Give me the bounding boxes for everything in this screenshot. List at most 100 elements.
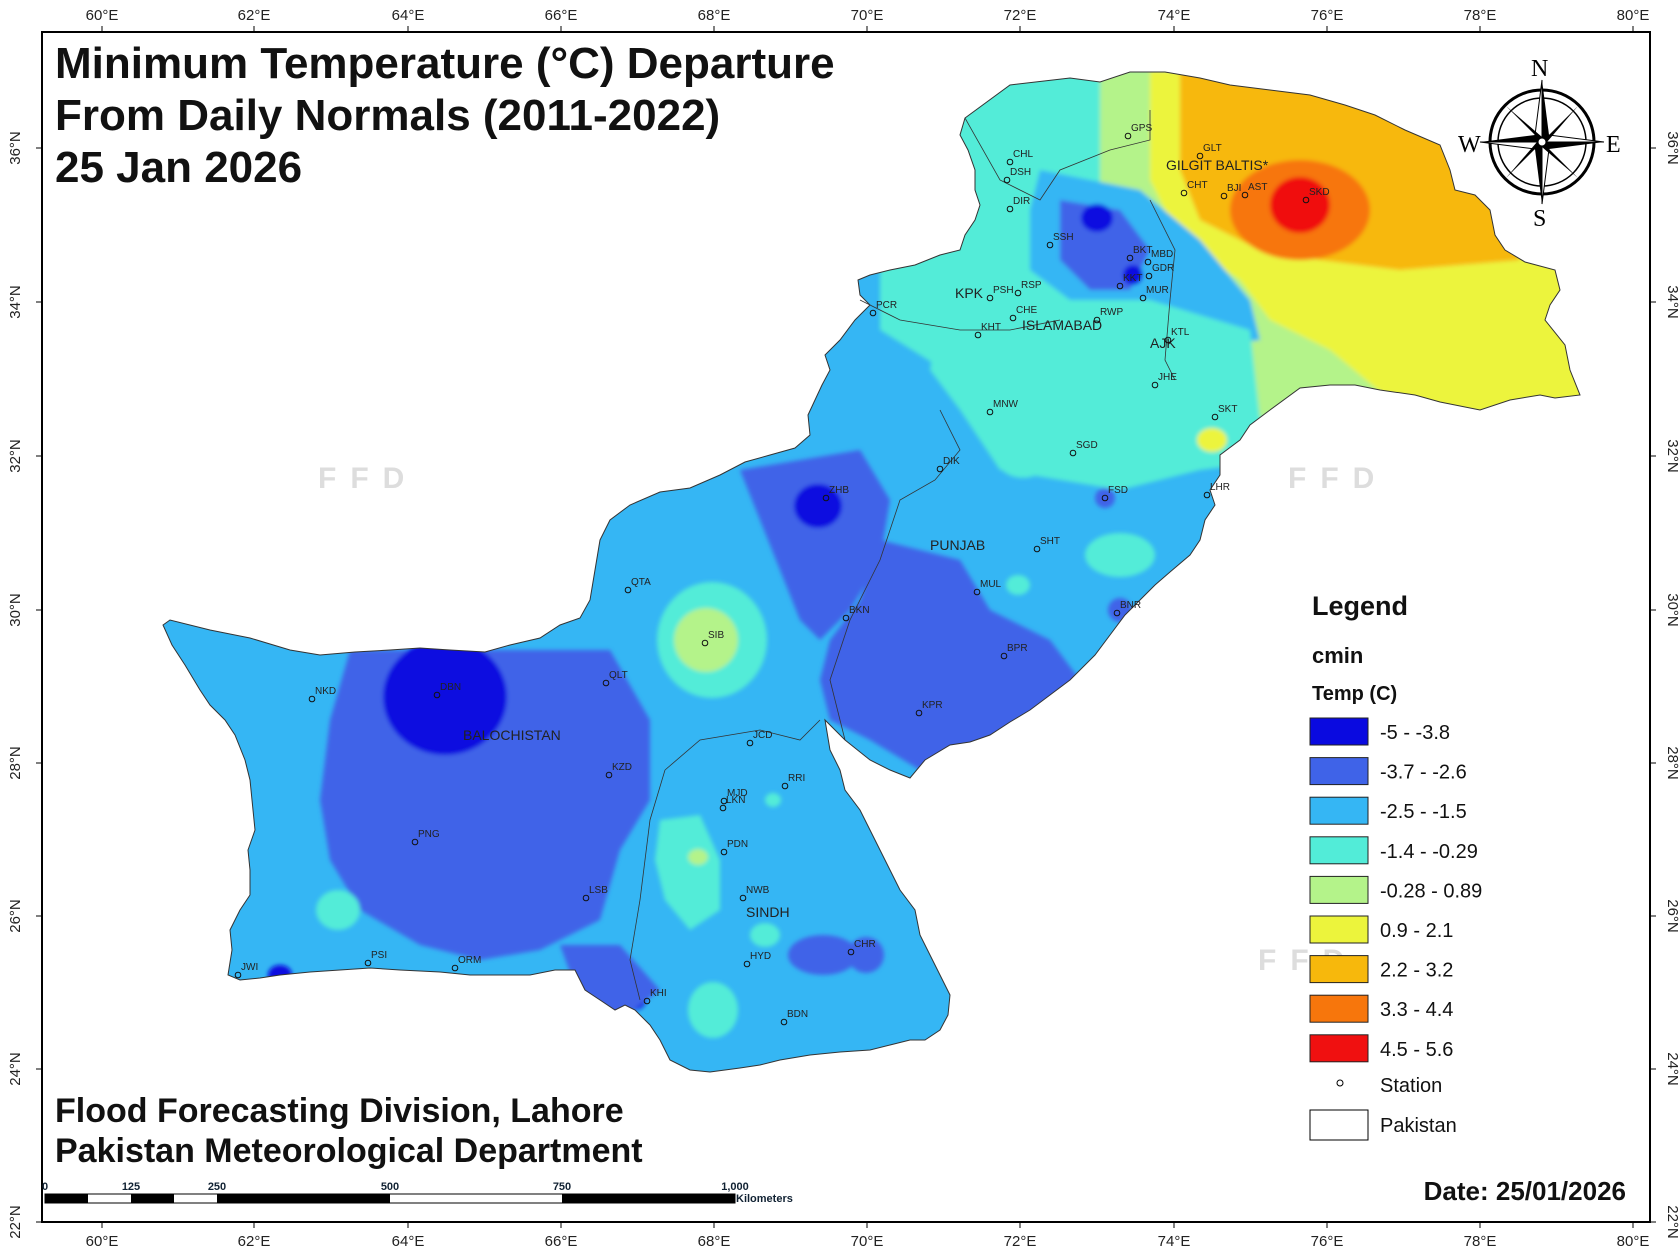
station-label: PSI xyxy=(371,950,387,961)
legend-swatch xyxy=(1309,915,1369,944)
station-marker xyxy=(1180,189,1188,197)
region-label-kpk: KPK xyxy=(955,285,984,301)
station-marker xyxy=(1139,294,1147,302)
lon-tick-label: 68°E xyxy=(698,7,731,24)
station-marker xyxy=(915,709,923,717)
station-label: BPR xyxy=(1007,643,1028,654)
station-marker xyxy=(746,739,754,747)
lat-tick-label: 28°N xyxy=(7,746,24,780)
station-marker xyxy=(1302,196,1310,204)
credit-line1: Flood Forecasting Division, Lahore xyxy=(55,1092,624,1130)
lat-tick-label: 36°N xyxy=(7,131,24,165)
station-label: DIK xyxy=(943,456,960,467)
station-marker xyxy=(1101,494,1109,502)
station-label: NWB xyxy=(746,885,770,896)
station-marker xyxy=(986,294,994,302)
longitude-labels-bottom: 60°E 62°E 64°E 66°E 68°E 70°E 72°E 74°E 76°E 78°E… xyxy=(86,1222,1650,1250)
lon-tick-label: 62°E xyxy=(238,1233,271,1250)
station-marker xyxy=(624,586,632,594)
station-marker xyxy=(847,948,855,956)
station-label: MUL xyxy=(980,579,1002,590)
lat-tick-label: 22°N xyxy=(7,1205,24,1239)
legend-class-label: -2.5 - -1.5 xyxy=(1380,801,1467,823)
lat-tick-label: 30°N xyxy=(7,593,24,627)
station-label: HYD xyxy=(750,951,771,962)
station-label: JWI xyxy=(241,962,258,973)
legend-swatch xyxy=(1309,875,1369,904)
station-label: KZD xyxy=(612,762,632,773)
station-label: CHE xyxy=(1016,305,1037,316)
station-marker xyxy=(1241,191,1249,199)
station-marker xyxy=(1126,254,1134,262)
station-marker xyxy=(605,771,613,779)
legend-station-label: Station xyxy=(1380,1075,1442,1097)
station-label: SKT xyxy=(1218,404,1237,415)
station-marker xyxy=(739,894,747,902)
station-marker xyxy=(869,309,877,317)
compass-north-label: N xyxy=(1531,56,1548,82)
station-label: BKN xyxy=(849,605,870,616)
station-label: MBD xyxy=(1151,249,1173,260)
station-marker xyxy=(1164,336,1172,344)
station-label: SGD xyxy=(1076,440,1098,451)
station-marker xyxy=(1151,381,1159,389)
north-arrow-icon xyxy=(1479,79,1605,205)
lon-tick-label: 64°E xyxy=(392,1233,425,1250)
station-label: LKN xyxy=(726,795,745,806)
legend-boundary-label: Pakistan xyxy=(1380,1115,1457,1137)
lat-tick-label: 26°N xyxy=(1664,899,1680,933)
lon-tick-label: 64°E xyxy=(392,7,425,24)
station-marker xyxy=(1033,545,1041,553)
scale-label: 750 xyxy=(553,1181,571,1193)
station-label: JCD xyxy=(753,730,772,741)
station-label: GDR xyxy=(1152,263,1174,274)
station-marker xyxy=(936,465,944,473)
legend-class-label: -1.4 - -0.29 xyxy=(1380,841,1478,863)
station-marker xyxy=(780,1018,788,1026)
lat-tick-label: 28°N xyxy=(1664,746,1680,780)
station-label: QTA xyxy=(631,577,651,588)
station-marker xyxy=(1014,289,1022,297)
legend-swatch xyxy=(1309,757,1369,786)
station-marker xyxy=(1006,205,1014,213)
station-label: RSP xyxy=(1021,280,1042,291)
legend-layer: cmin xyxy=(1312,643,1363,668)
legend-class-label: -3.7 - -2.6 xyxy=(1380,762,1467,784)
map-title-line3: 25 Jan 2026 xyxy=(55,143,302,192)
station-label: FSD xyxy=(1108,485,1128,496)
station-label: KKT xyxy=(1123,273,1142,284)
lat-tick-label: 26°N xyxy=(7,899,24,933)
lon-tick-label: 80°E xyxy=(1617,7,1650,24)
station-marker xyxy=(720,848,728,856)
station-label: CHL xyxy=(1013,149,1033,160)
station-label: BKT xyxy=(1133,245,1152,256)
station-label: MNW xyxy=(993,399,1019,410)
lat-tick-label: 32°N xyxy=(1664,439,1680,473)
compass-south-label: S xyxy=(1533,206,1546,232)
station-marker xyxy=(1009,314,1017,322)
station-marker xyxy=(1113,609,1121,617)
legend-station-icon xyxy=(1336,1079,1344,1087)
region-label-sindh: SINDH xyxy=(746,904,790,920)
map-title-line2: From Daily Normals (2011-2022) xyxy=(55,91,720,140)
legend-class-label: 2.2 - 3.2 xyxy=(1380,960,1453,982)
lon-tick-label: 80°E xyxy=(1617,1233,1650,1250)
station-label: DIR xyxy=(1013,196,1030,207)
lat-tick-label: 30°N xyxy=(1664,593,1680,627)
station-label: RRI xyxy=(788,773,805,784)
latitude-labels-left: 36°N 34°N 32°N 30°N 28°N 26°N 24°N 22°N xyxy=(7,131,42,1239)
station-label: ZHB xyxy=(829,485,849,496)
station-label: KHT xyxy=(981,322,1001,333)
station-marker xyxy=(1046,241,1054,249)
lat-tick-label: 32°N xyxy=(7,439,24,473)
station-label: BNR xyxy=(1120,600,1141,611)
lon-tick-label: 72°E xyxy=(1004,7,1037,24)
station-label: SSH xyxy=(1053,232,1074,243)
station-label: BDN xyxy=(787,1009,808,1020)
legend-swatch xyxy=(1309,994,1369,1023)
station-label: MJD xyxy=(727,788,748,799)
station-marker xyxy=(1000,652,1008,660)
station-marker xyxy=(1003,176,1011,184)
lon-tick-label: 76°E xyxy=(1311,1233,1344,1250)
station-label: CHT xyxy=(1187,180,1208,191)
